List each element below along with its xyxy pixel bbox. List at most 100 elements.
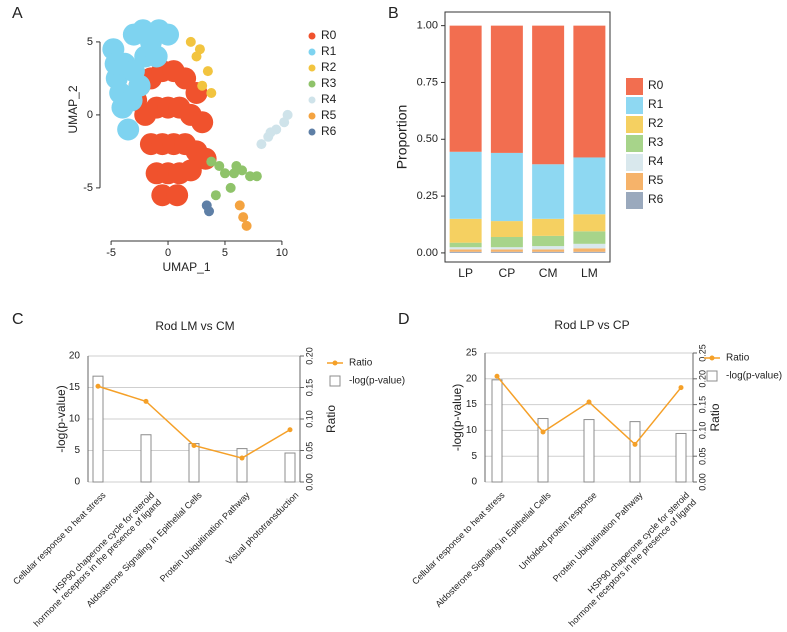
- point: [238, 212, 249, 223]
- point: [204, 206, 215, 217]
- legend-label: -log(p-value): [349, 376, 405, 387]
- legend-label: R4: [321, 92, 337, 106]
- bar: [284, 452, 296, 483]
- x-tick-label: CP: [499, 266, 516, 280]
- legend-label: R2: [321, 60, 337, 74]
- y-tick-label: 10: [466, 425, 478, 436]
- point: [251, 171, 262, 182]
- y-tick-label: 0.00: [417, 247, 438, 259]
- panel-label: B: [388, 5, 399, 22]
- legend-label: R3: [648, 135, 664, 149]
- y-tick-label: 20: [466, 373, 478, 384]
- point: [282, 109, 293, 120]
- bar-segment: [490, 221, 523, 237]
- legend-swatch: [626, 154, 643, 171]
- point: [128, 74, 151, 97]
- bar: [675, 432, 687, 483]
- point: [206, 156, 217, 167]
- y-tick-label: 5: [87, 36, 93, 48]
- legend-swatch: [706, 370, 718, 382]
- point: [210, 190, 221, 201]
- x-tick-label: -5: [106, 247, 116, 259]
- ratio-point: [678, 385, 684, 391]
- legend-marker: [308, 112, 316, 120]
- legend-label: R1: [321, 44, 337, 58]
- legend-label: R0: [321, 28, 337, 42]
- y-tick-label: 15: [69, 382, 81, 393]
- x-tick-label: 10: [276, 247, 288, 259]
- y-tick-label: 0.75: [417, 76, 438, 88]
- bar-segment: [532, 235, 565, 247]
- y2-tick-label: 0.25: [697, 344, 707, 362]
- legend-label: R1: [648, 97, 664, 111]
- ratio-point: [494, 373, 500, 379]
- ratio-point: [143, 398, 149, 404]
- bar-segment: [532, 164, 565, 219]
- legend-marker: [308, 80, 316, 88]
- bar-segment: [573, 231, 606, 244]
- y2-tick-label: 0.15: [304, 379, 314, 397]
- ratio-point: [632, 441, 638, 447]
- y-tick-label: -5: [83, 182, 93, 194]
- panel-label: D: [398, 311, 410, 328]
- point: [191, 111, 214, 134]
- y-axis-label: -log(p-value): [54, 385, 68, 452]
- legend-label: R4: [648, 154, 664, 168]
- x-tick-label: LP: [458, 266, 473, 280]
- x-tick-label: 5: [222, 247, 228, 259]
- bar: [92, 375, 104, 483]
- point: [197, 80, 208, 91]
- y-axis-label: -log(p-value): [450, 384, 464, 451]
- bar: [491, 379, 503, 483]
- point: [245, 171, 256, 182]
- x-tick-label: 0: [165, 247, 171, 259]
- bar-segment: [449, 218, 482, 243]
- y-tick-label: 0: [87, 109, 93, 121]
- bar-segment: [449, 251, 482, 253]
- point: [185, 36, 196, 47]
- legend-swatch: [626, 116, 643, 133]
- bar-segment: [573, 251, 606, 253]
- bar-segment: [532, 251, 565, 253]
- bar-segment: [532, 249, 565, 252]
- y-tick-label: 25: [466, 348, 478, 359]
- plot-frame: [444, 11, 611, 263]
- legend-label: R5: [321, 108, 337, 122]
- legend-swatch: [329, 375, 341, 387]
- bar-segment: [490, 25, 523, 153]
- legend-swatch: [626, 192, 643, 209]
- y2-tick-label: 0.20: [304, 347, 314, 365]
- bar-segment: [449, 249, 482, 252]
- point: [225, 182, 236, 193]
- point: [179, 159, 202, 182]
- point: [234, 200, 245, 211]
- y2-tick-label: 0.10: [697, 422, 707, 440]
- bar-segment: [490, 247, 523, 250]
- point: [145, 45, 168, 68]
- y-axis-label: Proportion: [394, 105, 410, 170]
- y2-tick-label: 0.00: [697, 473, 707, 491]
- legend-swatch: [626, 135, 643, 152]
- bar: [140, 434, 152, 483]
- legend-marker: [308, 32, 316, 40]
- x-tick-label: LM: [581, 266, 598, 280]
- panel-label: A: [12, 5, 23, 22]
- bar-segment: [449, 25, 482, 152]
- y2-axis-label: Ratio: [324, 405, 338, 433]
- bar: [583, 419, 595, 483]
- bar-segment: [449, 242, 482, 248]
- bar-segment: [490, 251, 523, 253]
- legend-marker: [308, 128, 316, 136]
- y2-tick-label: 0.10: [304, 410, 314, 428]
- ratio-point: [540, 429, 546, 435]
- point: [117, 118, 140, 141]
- legend-marker: [308, 96, 316, 104]
- x-tick-label: CM: [539, 266, 558, 280]
- y2-tick-label: 0.20: [697, 370, 707, 388]
- point: [265, 127, 276, 138]
- panel-label: C: [12, 311, 24, 328]
- bar-segment: [573, 25, 606, 158]
- bar-segment: [532, 246, 565, 250]
